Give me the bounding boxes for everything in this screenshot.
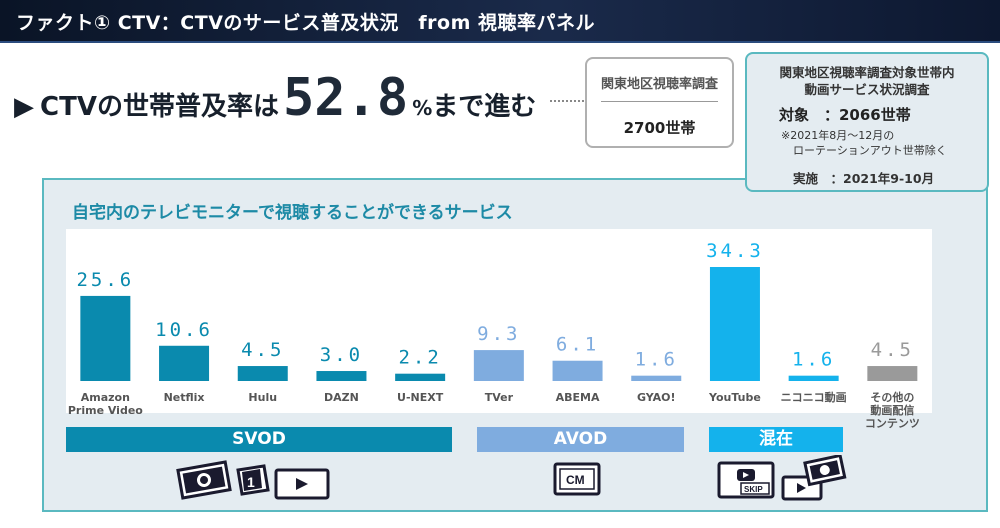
category-label-10: コンテンツ bbox=[865, 417, 920, 430]
value-label-2: 4.5 bbox=[241, 339, 284, 361]
survey-info-box: 関東地区視聴率調査対象世帯内 動画サービス状況調査 対象 ：2066世帯 ※20… bbox=[745, 52, 989, 192]
survey-title-line1: 関東地区視聴率調査対象世帯内 bbox=[779, 65, 955, 80]
cm-label: CM bbox=[566, 473, 585, 487]
skip-label: SKIP bbox=[744, 485, 763, 494]
category-label-6: ABEMA bbox=[556, 391, 600, 404]
chart-title: 自宅内のテレビモニターで視聴することができるサービス bbox=[72, 203, 513, 223]
video-play-icon bbox=[781, 475, 823, 501]
category-label-9: ニコニコ動画 bbox=[781, 390, 847, 404]
skip-ad-icon: SKIP bbox=[717, 461, 775, 499]
survey-target: 対象 ：2066世帯 bbox=[779, 106, 911, 124]
bar-6 bbox=[552, 360, 603, 381]
category-label-3: DAZN bbox=[324, 391, 359, 404]
value-label-0: 25.6 bbox=[76, 269, 134, 291]
value-label-5: 9.3 bbox=[477, 323, 520, 345]
category-label-10: その他の bbox=[870, 390, 914, 404]
category-label-4: U-NEXT bbox=[397, 391, 444, 404]
category-label-0: Amazon bbox=[81, 391, 130, 404]
category-label-5: TVer bbox=[485, 391, 514, 404]
mixed-icons: SKIP bbox=[717, 455, 847, 501]
value-label-6: 6.1 bbox=[556, 334, 599, 356]
video-play-icon bbox=[274, 468, 330, 500]
survey-title: 関東地区視聴率調査対象世帯内 動画サービス状況調査 bbox=[747, 64, 987, 98]
value-label-3: 3.0 bbox=[320, 344, 363, 366]
survey-date: 実施 ：2021年9-10月 bbox=[793, 171, 935, 186]
category-label-2: Hulu bbox=[248, 391, 277, 404]
bar-8 bbox=[709, 267, 760, 381]
group-svod-bar: SVOD bbox=[66, 427, 452, 452]
value-label-4: 2.2 bbox=[398, 347, 441, 369]
bar-10 bbox=[867, 366, 918, 381]
avod-icons: CM bbox=[553, 462, 601, 496]
bar-9 bbox=[788, 375, 839, 381]
page-title: ファクト① CTV：CTVのサービス普及状況 from 視聴率パネル bbox=[16, 12, 596, 34]
panel-size-value: 2700世帯 bbox=[623, 119, 696, 137]
headline-prefix: CTVの世帯普及率は bbox=[40, 92, 279, 122]
category-label-7: GYAO! bbox=[637, 391, 676, 404]
header-bar: ファクト① CTV：CTVのサービス普及状況 from 視聴率パネル bbox=[0, 0, 1000, 43]
category-label-0: Prime Video bbox=[68, 404, 143, 417]
survey-note: ※2021年8月～12月の ローテーションアウト世帯除く bbox=[781, 128, 947, 158]
survey-title-line2: 動画サービス状況調査 bbox=[804, 82, 930, 97]
headline-percent: % bbox=[412, 96, 433, 120]
money-icon bbox=[803, 455, 847, 487]
svod-icons: 1 bbox=[176, 460, 330, 500]
money-icon bbox=[176, 460, 232, 500]
value-label-1: 10.6 bbox=[155, 319, 213, 341]
bar-3 bbox=[316, 371, 367, 381]
value-label-8: 34.3 bbox=[706, 240, 764, 262]
bar-2 bbox=[237, 366, 288, 381]
category-label-1: Netflix bbox=[164, 391, 205, 404]
headline: ▶ CTVの世帯普及率は 52.8 % まで進む bbox=[14, 68, 536, 128]
bar-5 bbox=[473, 350, 524, 381]
survey-note-line2: ローテーションアウト世帯除く bbox=[793, 144, 947, 157]
survey-note-line1: ※2021年8月～12月の bbox=[781, 129, 895, 142]
calendar-one-icon: 1 bbox=[236, 464, 270, 496]
plot-area bbox=[66, 229, 932, 413]
group-mixed-bar: 混在 bbox=[709, 427, 843, 452]
category-label-8: YouTube bbox=[708, 391, 761, 404]
bar-1 bbox=[159, 345, 210, 381]
triangle-bullet-icon: ▶ bbox=[14, 92, 34, 122]
svg-text:1: 1 bbox=[247, 474, 255, 490]
bar-4 bbox=[395, 373, 446, 381]
dotted-connector bbox=[550, 100, 584, 102]
headline-suffix: まで進む bbox=[432, 92, 537, 122]
cm-tv-icon: CM bbox=[553, 462, 601, 496]
category-label-10: 動画配信 bbox=[870, 403, 914, 417]
bar-0 bbox=[80, 295, 131, 381]
divider bbox=[601, 101, 718, 102]
group-avod-bar: AVOD bbox=[477, 427, 684, 452]
value-label-9: 1.6 bbox=[792, 349, 835, 371]
panel-size-title: 関東地区視聴率調査 bbox=[600, 77, 718, 92]
panel-size-box: 関東地区視聴率調査 2700世帯 bbox=[585, 57, 734, 148]
bar-7 bbox=[631, 375, 682, 381]
headline-value: 52.8 bbox=[282, 68, 409, 128]
value-label-10: 4.5 bbox=[871, 339, 914, 361]
value-label-7: 1.6 bbox=[635, 349, 678, 371]
